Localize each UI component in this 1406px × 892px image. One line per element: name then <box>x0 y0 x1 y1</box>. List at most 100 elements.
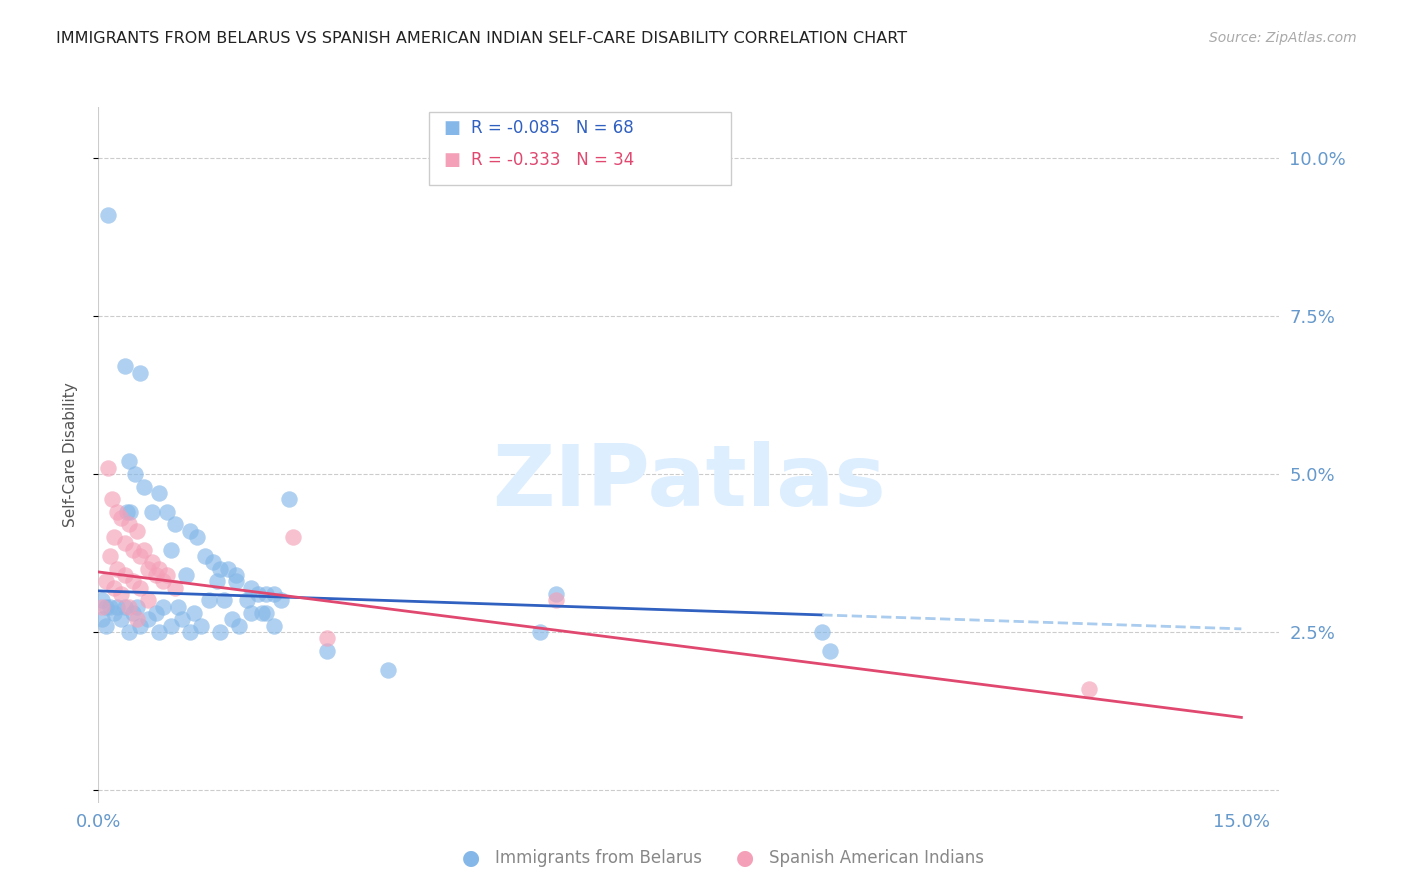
Point <box>179 524 201 538</box>
Point <box>174 568 197 582</box>
Point <box>118 517 141 532</box>
Point <box>145 568 167 582</box>
Point <box>205 574 228 589</box>
Point <box>136 562 159 576</box>
Point <box>107 599 129 614</box>
Point <box>98 549 121 563</box>
Point <box>179 625 201 640</box>
Point <box>101 492 124 507</box>
Point <box>529 625 551 640</box>
Point <box>91 612 114 626</box>
Point <box>118 599 141 614</box>
Point <box>194 549 217 563</box>
Point <box>103 606 125 620</box>
Point <box>97 208 120 222</box>
Point <box>136 593 159 607</box>
Point <box>120 505 142 519</box>
Point <box>263 587 285 601</box>
Point <box>110 511 132 525</box>
Point <box>103 581 125 595</box>
Point <box>1078 681 1101 696</box>
Point <box>254 606 277 620</box>
Point <box>544 587 567 601</box>
Point <box>201 556 224 570</box>
Point <box>117 505 139 519</box>
Point <box>152 599 174 614</box>
Y-axis label: Self-Care Disability: Self-Care Disability <box>63 383 77 527</box>
Point <box>239 606 262 620</box>
Point <box>148 562 170 576</box>
Point <box>152 574 174 589</box>
Point <box>97 460 120 475</box>
Point <box>212 593 235 607</box>
Point <box>270 593 292 607</box>
Point <box>225 568 247 582</box>
Point <box>811 625 834 640</box>
Point <box>316 632 339 646</box>
Point <box>94 574 117 589</box>
Text: ■: ■ <box>443 151 460 169</box>
Point <box>107 562 129 576</box>
Point <box>110 612 132 626</box>
Point <box>94 618 117 632</box>
Point <box>91 599 114 614</box>
Point <box>198 593 221 607</box>
Point <box>172 612 194 626</box>
Point <box>114 568 136 582</box>
Point <box>163 581 186 595</box>
Text: Immigrants from Belarus: Immigrants from Belarus <box>495 849 702 867</box>
Point <box>228 618 250 632</box>
Point <box>217 562 239 576</box>
Text: ■: ■ <box>443 119 460 136</box>
Text: IMMIGRANTS FROM BELARUS VS SPANISH AMERICAN INDIAN SELF-CARE DISABILITY CORRELAT: IMMIGRANTS FROM BELARUS VS SPANISH AMERI… <box>56 31 907 46</box>
Point <box>148 486 170 500</box>
Point <box>134 479 156 493</box>
Point <box>141 505 163 519</box>
Point <box>145 606 167 620</box>
Point <box>129 366 152 380</box>
Point <box>121 574 143 589</box>
Point <box>190 618 212 632</box>
Text: ●: ● <box>463 848 479 868</box>
Point <box>125 599 148 614</box>
Point <box>159 542 181 557</box>
Point <box>277 492 299 507</box>
Point <box>163 517 186 532</box>
Text: Spanish American Indians: Spanish American Indians <box>769 849 984 867</box>
Point <box>818 644 841 658</box>
Point <box>252 606 274 620</box>
Point <box>124 467 146 481</box>
Point <box>159 618 181 632</box>
Point <box>110 587 132 601</box>
Text: ●: ● <box>737 848 754 868</box>
Point <box>114 536 136 550</box>
Point <box>125 612 148 626</box>
Point <box>121 606 143 620</box>
Point <box>156 505 179 519</box>
Point <box>377 663 399 677</box>
Point <box>91 593 114 607</box>
Point <box>103 530 125 544</box>
Text: R = -0.085   N = 68: R = -0.085 N = 68 <box>471 119 634 136</box>
Point <box>94 599 117 614</box>
Point <box>167 599 190 614</box>
Text: Source: ZipAtlas.com: Source: ZipAtlas.com <box>1209 31 1357 45</box>
Point <box>544 593 567 607</box>
Point <box>239 581 262 595</box>
Point <box>209 562 232 576</box>
Point <box>121 542 143 557</box>
Text: ZIPatlas: ZIPatlas <box>492 442 886 524</box>
Point <box>141 556 163 570</box>
Point <box>129 618 152 632</box>
Point <box>183 606 205 620</box>
Point <box>118 454 141 468</box>
Point <box>134 542 156 557</box>
Point <box>114 599 136 614</box>
Point <box>98 599 121 614</box>
Point <box>236 593 259 607</box>
Point <box>156 568 179 582</box>
Point <box>114 359 136 374</box>
Point <box>186 530 208 544</box>
Point <box>209 625 232 640</box>
Point <box>263 618 285 632</box>
